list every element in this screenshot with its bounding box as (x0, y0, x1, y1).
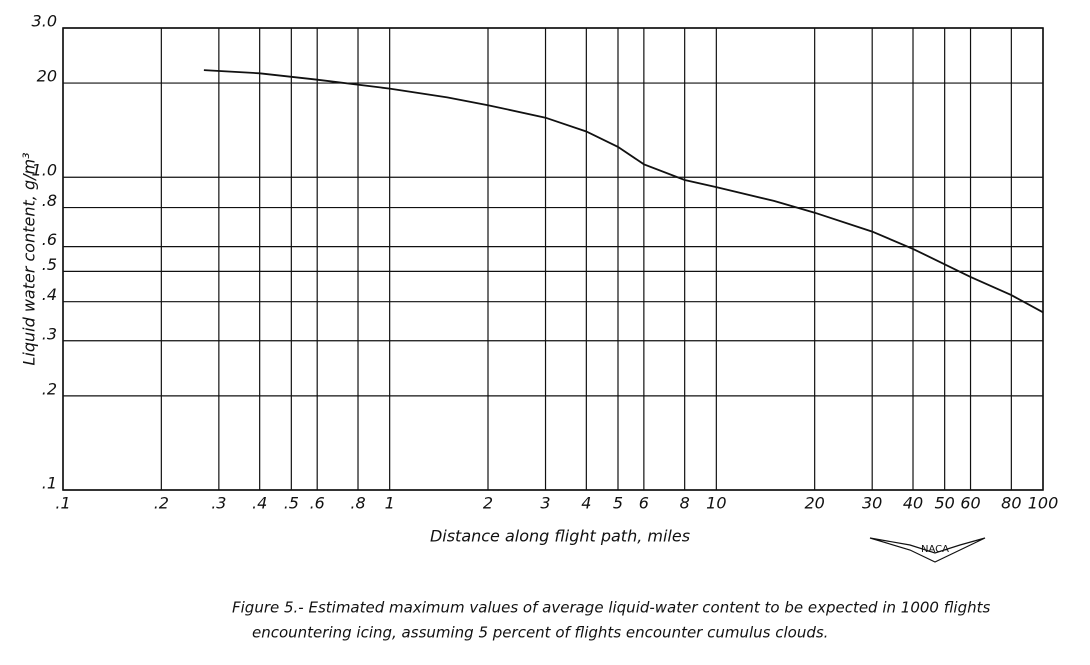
x-tick-label: .4 (252, 494, 267, 513)
x-tick-label: 100 (1028, 494, 1059, 513)
y-tick-label: .4 (42, 285, 57, 304)
x-axis-label: Distance along flight path, miles (430, 527, 690, 546)
caption-line: encountering icing, assuming 5 percent o… (252, 624, 828, 642)
x-tick-label: 2 (483, 494, 493, 513)
y-tick-label: 1.0 (32, 161, 57, 180)
x-tick-label: .6 (310, 494, 325, 513)
logo-text: NACA (921, 544, 949, 555)
y-tick-label: .8 (42, 191, 57, 210)
y-tick-label: .1 (42, 474, 57, 493)
x-tick-label: 40 (903, 494, 923, 513)
x-tick-label: .2 (154, 494, 169, 513)
x-tick-label: 30 (862, 494, 882, 513)
x-tick-label: .5 (284, 494, 299, 513)
caption-line: Figure 5.- Estimated maximum values of a… (232, 599, 990, 617)
x-tick-label: 4 (581, 494, 591, 513)
x-tick-label: 1 (385, 494, 395, 513)
y-tick-label: .3 (42, 324, 57, 343)
logo-wings (869, 537, 986, 563)
x-tick-label: 6 (639, 494, 649, 513)
x-tick-label: 80 (1001, 494, 1021, 513)
x-tick-label: 8 (680, 494, 690, 513)
x-tick-label: 3 (540, 494, 550, 513)
x-tick-label: 20 (804, 494, 824, 513)
y-tick-label: .6 (42, 230, 57, 249)
x-tick-label: 10 (706, 494, 726, 513)
x-tick-label: .8 (350, 494, 365, 513)
data-line (203, 69, 1044, 314)
y-tick-label: 3.0 (32, 12, 57, 31)
y-tick-label: 20 (37, 67, 57, 86)
y-tick-label: .5 (42, 255, 57, 274)
y-tick-label: .2 (42, 379, 57, 398)
plot-frame (62, 27, 1044, 491)
x-tick-label: .3 (211, 494, 226, 513)
x-tick-label: 5 (613, 494, 623, 513)
naca-logo: NACA (869, 537, 986, 563)
x-tick-label: 60 (960, 494, 980, 513)
y-axis-label: Liquid water content, g/m³ (20, 153, 39, 366)
x-tick-label: 50 (934, 494, 954, 513)
x-tick-label: .1 (55, 494, 70, 513)
